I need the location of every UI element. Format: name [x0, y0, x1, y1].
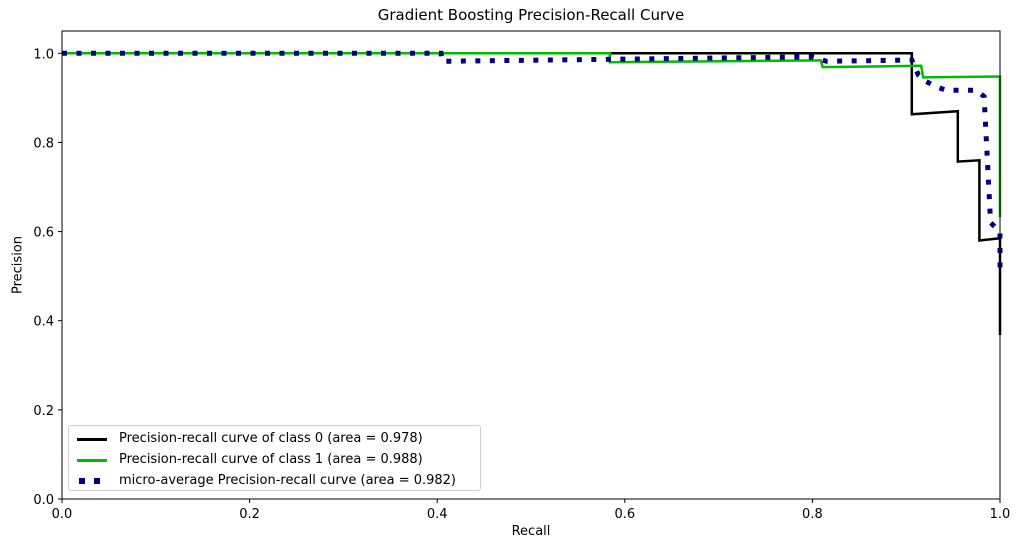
- legend-item-class-0: Precision-recall curve of class 0 (area …: [69, 428, 480, 449]
- series-line-1: [62, 52, 1002, 218]
- plot-frame: [61, 30, 1001, 500]
- x-axis-label: Recall: [511, 524, 551, 539]
- y-tick-label: 0.4: [33, 315, 54, 330]
- legend-swatch-class-1: [77, 455, 107, 465]
- legend-label-class-1: Precision-recall curve of class 1 (area …: [119, 452, 423, 467]
- chart-title: Gradient Boosting Precision-Recall Curve: [377, 6, 685, 24]
- legend: Precision-recall curve of class 0 (area …: [68, 425, 481, 491]
- axis-ticks: 0.0 0.2 0.4 0.6 0.8 1.0 0.0 0.2 0.4 0.6 0.8 1.0: [33, 47, 1010, 522]
- x-tick-label: 0.4: [427, 507, 448, 522]
- y-tick-label: 0.6: [33, 226, 54, 241]
- legend-label-micro-average: micro-average Precision-recall curve (ar…: [119, 473, 457, 488]
- x-tick-label: 0.2: [239, 507, 260, 522]
- x-tick-label: 1.0: [990, 507, 1011, 522]
- x-tick-label: 0.6: [614, 507, 635, 522]
- legend-swatch-micro-average: [77, 476, 107, 486]
- series-layer: [62, 50, 1003, 335]
- legend-swatch-class-0: [77, 434, 107, 444]
- y-tick-label: 0.8: [33, 136, 54, 151]
- legend-item-class-1: Precision-recall curve of class 1 (area …: [69, 449, 480, 470]
- legend-label-class-0: Precision-recall curve of class 0 (area …: [119, 431, 423, 446]
- series-line-2: [62, 50, 1003, 275]
- x-tick-label: 0.8: [802, 507, 823, 522]
- y-axis-label: Precision: [10, 235, 26, 295]
- series-line-0: [62, 52, 1002, 335]
- y-tick-label: 0.2: [33, 404, 54, 419]
- legend-item-micro-average: micro-average Precision-recall curve (ar…: [69, 470, 480, 491]
- y-tick-label: 1.0: [33, 47, 54, 62]
- y-tick-label: 0.0: [33, 493, 54, 508]
- x-tick-label: 0.0: [52, 507, 73, 522]
